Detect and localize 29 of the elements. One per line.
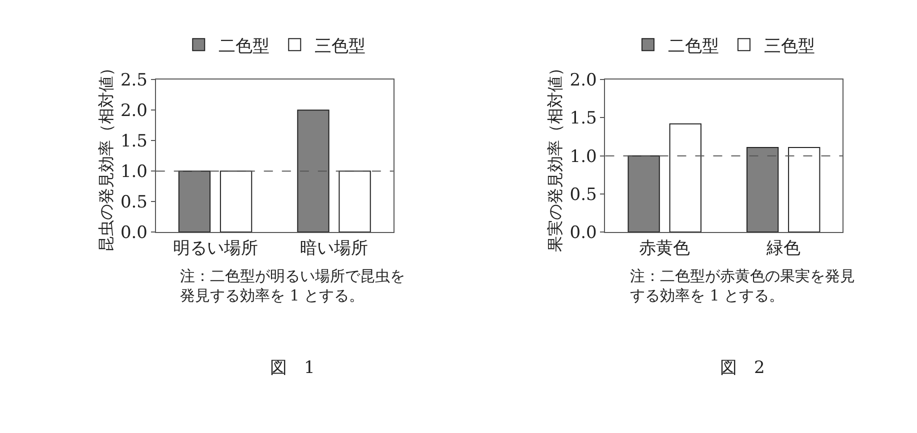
y-tick-label: 0.5 bbox=[570, 184, 597, 205]
y-tick-label: 1.5 bbox=[120, 132, 148, 152]
x-tick-label: 明るい場所 bbox=[172, 238, 258, 258]
text: 注：二色型が赤黄色の果実を発見する効率を 1 とする。 bbox=[630, 267, 855, 304]
y-tick-label: 2.0 bbox=[570, 70, 597, 91]
y-tick-label: 1.0 bbox=[570, 146, 597, 167]
y-axis-title: 昆虫の発見効率（相対値） bbox=[96, 60, 116, 252]
y-tick-label: 0.0 bbox=[570, 222, 597, 243]
text: 注：二色型が明るい場所で昆虫を発見する効率を 1 とする。 bbox=[180, 267, 405, 304]
legend-label: 三色型 bbox=[314, 36, 366, 56]
text: 図 1 bbox=[270, 358, 315, 378]
y-tick-label: 1.0 bbox=[120, 162, 148, 182]
bar bbox=[746, 146, 779, 232]
y-tick-label: 0.0 bbox=[120, 222, 148, 243]
y-tick-label: 2.5 bbox=[120, 70, 148, 91]
bar bbox=[669, 123, 702, 232]
y-axis-title: 果実の発見効率（相対値） bbox=[546, 60, 565, 252]
x-tick-label: 赤黄色 bbox=[639, 238, 690, 258]
legend-label: 二色型 bbox=[668, 36, 719, 56]
x-tick-label: 暗い場所 bbox=[300, 238, 368, 258]
legend-label: 三色型 bbox=[764, 36, 815, 56]
bar bbox=[628, 155, 660, 232]
y-tick-label: 1.5 bbox=[570, 108, 597, 129]
y-tick-label: 2.0 bbox=[120, 101, 148, 122]
text: 図 2 bbox=[720, 358, 765, 378]
legend-label: 二色型 bbox=[218, 36, 270, 56]
x-tick-label: 緑色 bbox=[765, 238, 800, 258]
y-tick-label: 0.5 bbox=[120, 192, 148, 212]
bar bbox=[788, 146, 820, 232]
